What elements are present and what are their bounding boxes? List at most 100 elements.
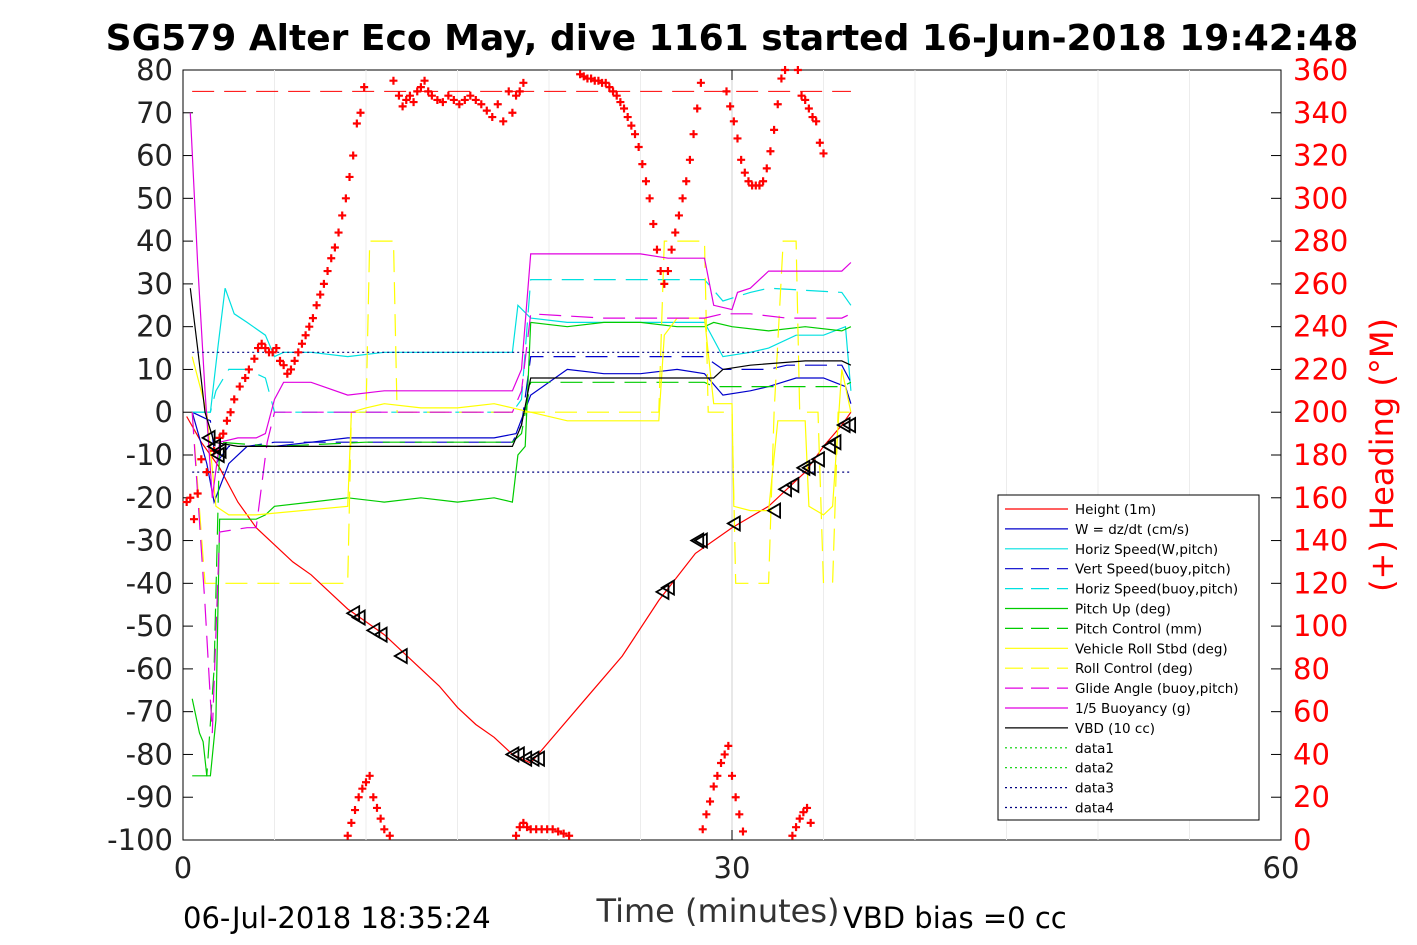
heading-marker xyxy=(219,429,228,438)
triangle-marker xyxy=(211,442,227,460)
heading-marker xyxy=(343,831,352,840)
legend-label: Horiz Speed(buoy,pitch) xyxy=(1075,582,1238,598)
heading-marker xyxy=(631,130,640,139)
heading-marker xyxy=(222,416,231,425)
triangle-marker xyxy=(660,579,675,597)
heading-marker xyxy=(376,814,385,823)
heading-marker xyxy=(182,498,191,507)
heading-marker xyxy=(801,95,810,104)
right-tick-label: 0 xyxy=(1293,823,1311,857)
heading-marker xyxy=(740,168,749,177)
series-line xyxy=(186,411,852,764)
heading-marker xyxy=(438,98,447,107)
x-tick-label: 60 xyxy=(1263,851,1300,885)
triangle-marker xyxy=(801,459,816,477)
heading-marker xyxy=(519,78,528,87)
triangle-marker xyxy=(350,608,366,627)
heading-marker xyxy=(641,177,650,186)
heading-marker xyxy=(272,344,281,353)
heading-marker xyxy=(804,104,813,113)
right-tick-label: 220 xyxy=(1293,352,1348,386)
heading-marker xyxy=(612,91,621,100)
heading-marker xyxy=(693,104,702,113)
heading-marker xyxy=(738,827,747,836)
heading-marker xyxy=(808,113,817,122)
triangle-marker xyxy=(766,502,781,520)
legend-label: 1/5 Buoyancy (g) xyxy=(1075,701,1191,717)
y-tick-label: -80 xyxy=(126,737,173,771)
right-tick-label: 180 xyxy=(1293,438,1348,472)
heading-marker xyxy=(341,194,350,203)
right-tick-label: 100 xyxy=(1293,609,1348,643)
legend-label: Height (1m) xyxy=(1075,502,1156,518)
triangle-marker xyxy=(777,480,792,498)
heading-marker xyxy=(638,160,647,169)
heading-marker xyxy=(352,119,361,128)
heading-marker xyxy=(283,369,292,378)
heading-marker xyxy=(609,87,618,96)
heading-marker xyxy=(186,493,195,502)
heading-marker xyxy=(678,194,687,203)
heading-marker xyxy=(305,322,314,331)
right-tick-label: 80 xyxy=(1293,652,1330,686)
legend-label: Roll Control (deg) xyxy=(1075,661,1193,677)
heading-marker xyxy=(345,172,354,181)
heading-marker xyxy=(323,267,332,276)
y-tick-label: 80 xyxy=(136,53,173,87)
triangle-marker xyxy=(795,459,811,477)
heading-marker xyxy=(297,339,306,348)
heading-marker xyxy=(275,356,284,365)
legend-label: data4 xyxy=(1075,801,1114,817)
heading-marker xyxy=(512,91,521,100)
heading-marker xyxy=(385,831,394,840)
y-tick-label: -10 xyxy=(126,438,173,472)
footer-vbd-bias: VBD bias =0 cc xyxy=(843,901,1067,935)
heading-marker xyxy=(744,177,753,186)
y-tick-label: -30 xyxy=(126,524,173,558)
heading-marker xyxy=(193,489,202,498)
triangle-marker xyxy=(689,531,705,550)
heading-marker xyxy=(819,149,828,158)
legend-label: Pitch Control (mm) xyxy=(1075,621,1202,637)
heading-marker xyxy=(616,98,625,107)
heading-marker xyxy=(294,348,303,357)
heading-marker xyxy=(755,181,764,190)
heading-marker xyxy=(279,361,288,370)
heading-marker xyxy=(781,66,790,74)
series-line xyxy=(191,321,852,777)
heading-marker xyxy=(649,220,658,228)
y-tick-label: -60 xyxy=(126,652,173,686)
y-tick-label: 10 xyxy=(136,352,173,386)
heading-marker xyxy=(685,155,694,164)
triangle-marker xyxy=(504,745,520,764)
right-tick-label: 360 xyxy=(1293,53,1348,87)
heading-marker xyxy=(803,803,812,812)
heading-marker xyxy=(254,344,263,353)
chart-title: SG579 Alter Eco May, dive 1161 started 1… xyxy=(106,18,1359,59)
heading-marker xyxy=(424,87,433,96)
right-tick-label: 140 xyxy=(1293,524,1348,558)
heading-marker xyxy=(720,750,729,759)
heading-marker xyxy=(372,803,381,812)
heading-marker xyxy=(515,823,524,832)
heading-marker xyxy=(559,829,568,838)
heading-marker xyxy=(689,130,698,139)
heading-marker xyxy=(766,147,775,156)
heading-marker xyxy=(354,793,363,802)
heading-marker xyxy=(627,121,636,130)
triangle-marker xyxy=(365,621,381,639)
series-line xyxy=(191,313,852,734)
heading-marker xyxy=(301,331,310,340)
heading-marker xyxy=(717,759,726,767)
heading-marker xyxy=(356,108,365,117)
legend-label: Horiz Speed(W,pitch) xyxy=(1075,542,1218,558)
heading-marker xyxy=(413,87,422,96)
right-tick-label: 340 xyxy=(1293,96,1348,130)
heading-marker xyxy=(722,87,731,96)
series-layer xyxy=(186,90,852,777)
y-tick-label: -100 xyxy=(107,823,173,857)
heading-marker xyxy=(327,254,336,263)
heading-marker xyxy=(316,290,325,299)
legend: Height (1m) W = dz/dt (cm/s) Horiz Speed(W… xyxy=(997,494,1260,821)
x-axis-label: Time (minutes) xyxy=(596,892,840,930)
